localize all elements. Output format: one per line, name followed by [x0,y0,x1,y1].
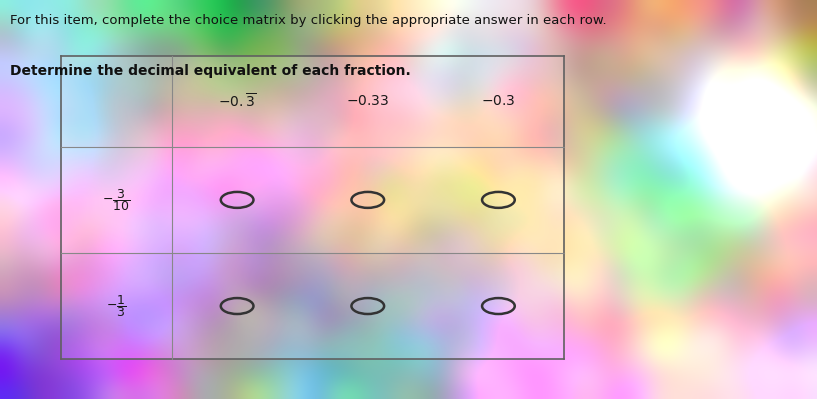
Text: Determine the decimal equivalent of each fraction.: Determine the decimal equivalent of each… [10,64,411,78]
Text: $-0.33$: $-0.33$ [346,94,390,109]
Text: $-\dfrac{1}{3}$: $-\dfrac{1}{3}$ [106,293,127,319]
Text: For this item, complete the choice matrix by clicking the appropriate answer in : For this item, complete the choice matri… [10,14,606,27]
Text: $-\dfrac{3}{10}$: $-\dfrac{3}{10}$ [102,187,131,213]
Text: $-0.3$: $-0.3$ [481,94,516,109]
Text: $-0.\overline{3}$: $-0.\overline{3}$ [218,92,257,111]
